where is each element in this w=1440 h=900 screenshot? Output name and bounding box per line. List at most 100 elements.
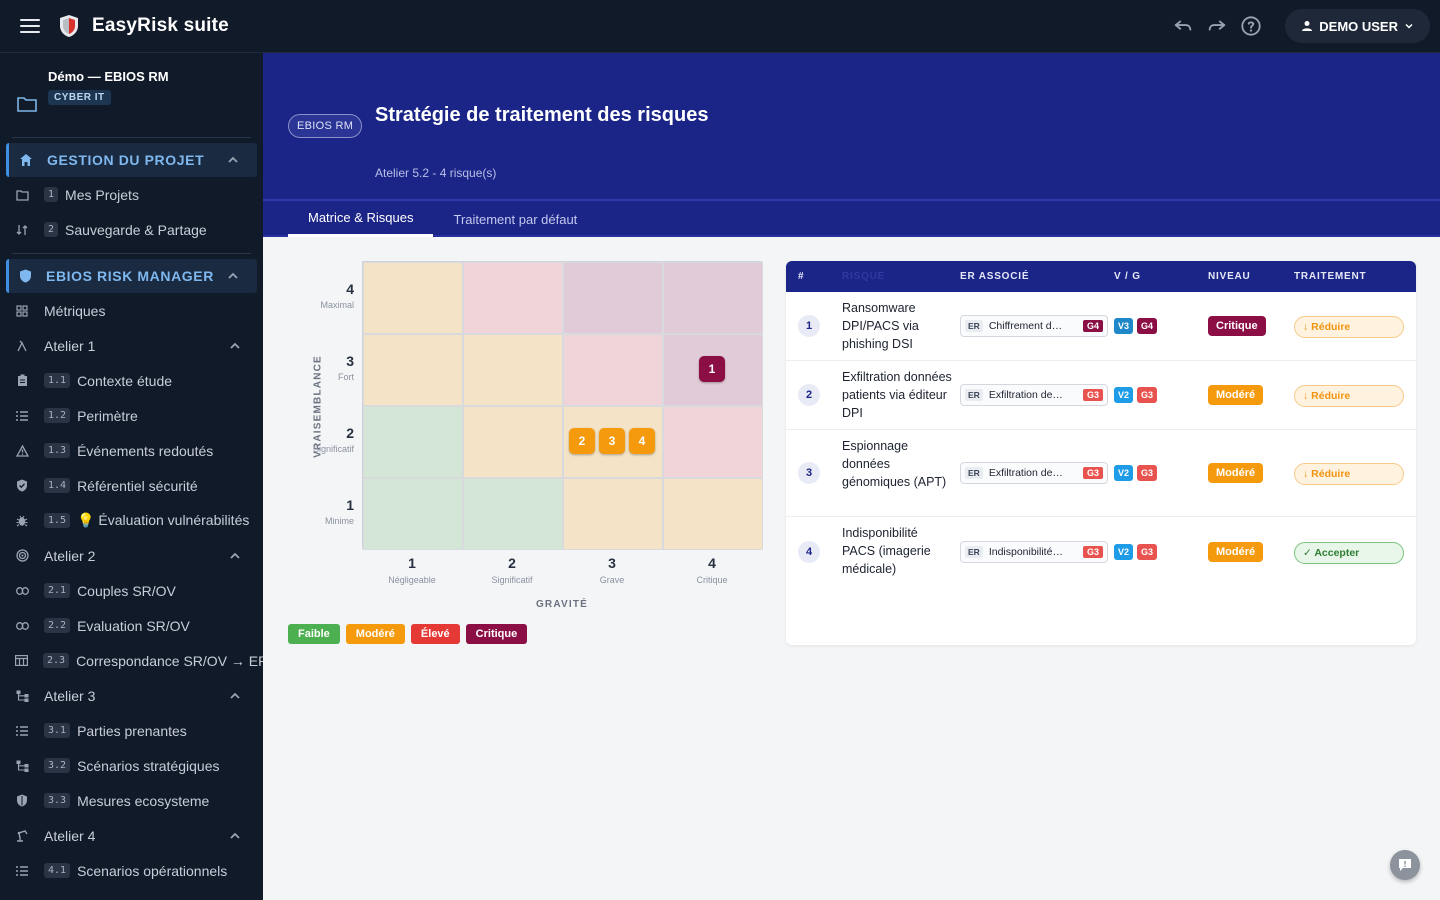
- legend-critique: Critique: [465, 624, 528, 644]
- section-ebios-risk-manager[interactable]: EBIOS RISK MANAGER: [6, 259, 257, 293]
- chevron-up-icon: [230, 692, 240, 699]
- table-row[interactable]: 2 Exfiltration données patients via édit…: [786, 361, 1416, 430]
- matrix-cell[interactable]: [363, 478, 463, 550]
- risk-marker-3[interactable]: 3: [599, 428, 625, 454]
- vg-badges: V2 G3: [1114, 465, 1158, 481]
- shield-icon: [20, 269, 31, 283]
- matrix-cell[interactable]: [463, 478, 563, 550]
- col-er-associe[interactable]: ER ASSOCIÉ: [960, 271, 1030, 282]
- sidebar-item-atelier-1[interactable]: Atelier 1: [0, 328, 263, 363]
- sidebar-item-perimetre[interactable]: 1.2 Perimètre: [0, 398, 263, 433]
- table-row[interactable]: 4 Indisponibilité PACS (imagerie médical…: [786, 517, 1416, 587]
- feedback-button[interactable]: [1390, 850, 1420, 880]
- table-header: # RISQUE ER ASSOCIÉ V / G NIVEAU TRAITEM…: [786, 261, 1416, 292]
- redo-icon[interactable]: [1205, 14, 1229, 38]
- matrix-cell[interactable]: [363, 406, 463, 478]
- risk-marker-1[interactable]: 1: [699, 356, 725, 382]
- matrix-cell[interactable]: [563, 334, 663, 406]
- er-chip[interactable]: ER Chiffrement d… G4: [960, 315, 1108, 337]
- sidebar-item-referentiel-securite[interactable]: 1.4 Référentiel sécurité: [0, 468, 263, 503]
- traitement-reduire-button[interactable]: ↓ Réduire: [1294, 316, 1404, 338]
- chevron-up-icon: [230, 552, 240, 559]
- matrix-cell[interactable]: [363, 262, 463, 334]
- user-name: DEMO USER: [1319, 18, 1398, 34]
- risk-matrix: VRAISEMBLANCE 4 Maximal 3 Fort 2 Significat…: [288, 261, 768, 661]
- menu-icon[interactable]: [18, 14, 42, 38]
- sidebar-item-evaluation-vulnerabilites[interactable]: 1.5 💡 Évaluation vulnérabilités: [0, 503, 263, 538]
- hierarchy-icon: [15, 759, 29, 773]
- table-row[interactable]: 1 Ransomware DPI/PACS via phishing DSI E…: [786, 292, 1416, 361]
- legend-eleve: Élevé: [410, 624, 460, 644]
- risk-marker-4[interactable]: 4: [629, 428, 655, 454]
- sidebar-item-scenarios-strategiques[interactable]: 3.2 Scénarios stratégiques: [0, 748, 263, 783]
- sidebar-item-atelier-2[interactable]: Atelier 2: [0, 538, 263, 573]
- matrix-cell[interactable]: [463, 406, 563, 478]
- er-chip[interactable]: ER Indisponibilité… G3: [960, 541, 1108, 563]
- divider: [12, 137, 251, 138]
- vg-badges: V3 G4: [1114, 318, 1158, 334]
- shield-check-icon: [15, 794, 29, 808]
- user-menu-button[interactable]: DEMO USER: [1285, 9, 1430, 43]
- sidebar: Démo — EBIOS RM CYBER IT GESTION DU PROJ…: [0, 53, 263, 900]
- er-chip[interactable]: ER Exfiltration de… G3: [960, 462, 1108, 484]
- y-level-2: 2 Significatif: [312, 425, 354, 454]
- sidebar-item-metriques[interactable]: Métriques: [0, 293, 263, 328]
- sidebar-item-contexte-etude[interactable]: 1.1 Contexte étude: [0, 363, 263, 398]
- sidebar-item-evenements-redoutes[interactable]: 1.3 Événements redoutés: [0, 433, 263, 468]
- col-niveau[interactable]: NIVEAU: [1208, 271, 1251, 282]
- chevron-up-icon: [230, 342, 240, 349]
- col-num[interactable]: #: [798, 271, 805, 282]
- matrix-cell[interactable]: [663, 406, 763, 478]
- main-content: EBIOS RM Stratégie de traitement des ris…: [263, 53, 1440, 900]
- traitement-accepter-button[interactable]: ✓ Accepter: [1294, 542, 1404, 564]
- sidebar-item-mes-projets[interactable]: 1 Mes Projets: [0, 177, 263, 212]
- list-icon: [15, 724, 29, 738]
- col-vg[interactable]: V / G: [1114, 271, 1141, 282]
- project-name: Démo — EBIOS RM: [48, 69, 169, 84]
- sidebar-item-parties-prenantes[interactable]: 3.1 Parties prenantes: [0, 713, 263, 748]
- matrix-cell[interactable]: [363, 334, 463, 406]
- matrix-cell[interactable]: [563, 262, 663, 334]
- x-level-2: 2 Significatif: [491, 555, 533, 585]
- er-chip[interactable]: ER Exfiltration de… G3: [960, 384, 1108, 406]
- table-row[interactable]: 3 Espionnage données génomiques (APT) ER…: [786, 430, 1416, 517]
- matrix-cell[interactable]: [663, 262, 763, 334]
- traitement-reduire-button[interactable]: ↓ Réduire: [1294, 463, 1404, 485]
- tab-matrice-risques[interactable]: Matrice & Risques: [288, 201, 434, 237]
- y-level-4: 4 Maximal: [320, 281, 354, 310]
- warning-icon: [15, 444, 29, 458]
- col-traitement[interactable]: TRAITEMENT: [1294, 271, 1367, 282]
- matrix-cell[interactable]: [463, 334, 563, 406]
- traitement-reduire-button[interactable]: ↓ Réduire: [1294, 385, 1404, 407]
- matrix-cell[interactable]: [563, 478, 663, 550]
- risk-marker-2[interactable]: 2: [569, 428, 595, 454]
- tab-traitement-par-defaut[interactable]: Traitement par défaut: [453, 211, 578, 227]
- help-icon[interactable]: [1239, 14, 1263, 38]
- risk-name: Exfiltration données patients via éditeu…: [842, 370, 952, 420]
- risk-name: Espionnage données génomiques (APT): [842, 439, 947, 489]
- table-icon: [15, 654, 28, 668]
- chevron-up-icon: [228, 156, 238, 163]
- sidebar-item-scenarios-operationnels[interactable]: 4.1 Scenarios opérationnels: [0, 853, 263, 888]
- bug-icon: [15, 514, 29, 528]
- matrix-cell[interactable]: [463, 262, 563, 334]
- divider: [12, 253, 251, 254]
- sidebar-item-atelier-3[interactable]: Atelier 3: [0, 678, 263, 713]
- sort-icon: [15, 223, 29, 237]
- legend-faible: Faible: [288, 624, 340, 644]
- col-risque[interactable]: RISQUE: [842, 271, 886, 282]
- sidebar-item-mesures-ecosysteme[interactable]: 3.3 Mesures ecosysteme: [0, 783, 263, 818]
- niveau-badge: Modéré: [1208, 542, 1264, 562]
- sidebar-item-correspondance-sr-ov-er[interactable]: 2.3 Correspondance SR/OV → ER: [0, 643, 263, 678]
- undo-icon[interactable]: [1171, 14, 1195, 38]
- folder-icon: [17, 97, 37, 112]
- page-header: EBIOS RM Stratégie de traitement des ris…: [263, 53, 1440, 199]
- sidebar-item-couples-sr-ov[interactable]: 2.1 Couples SR/OV: [0, 573, 263, 608]
- current-project[interactable]: Démo — EBIOS RM CYBER IT: [0, 53, 263, 137]
- sidebar-item-sauvegarde-partage[interactable]: 2 Sauvegarde & Partage: [0, 212, 263, 247]
- sidebar-item-atelier-4[interactable]: Atelier 4: [0, 818, 263, 853]
- section-gestion-projet[interactable]: GESTION DU PROJET: [6, 143, 257, 177]
- sidebar-item-evaluation-sr-ov[interactable]: 2.2 Evaluation SR/OV: [0, 608, 263, 643]
- matrix-cell[interactable]: [663, 478, 763, 550]
- home-icon: [20, 154, 32, 166]
